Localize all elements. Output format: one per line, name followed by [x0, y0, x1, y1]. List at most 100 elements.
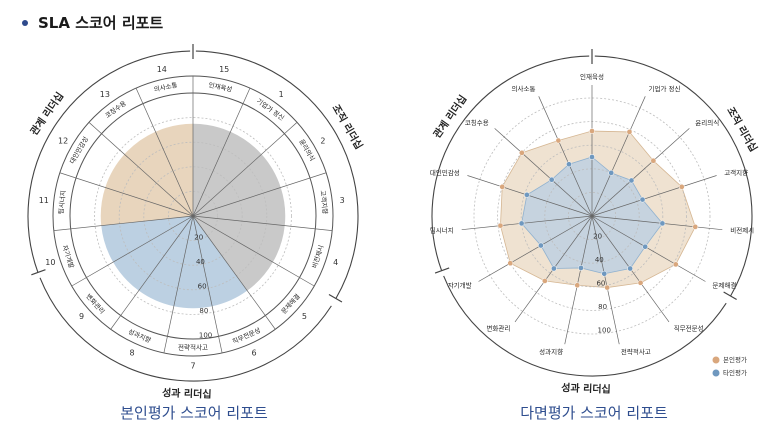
series-point-1	[604, 284, 611, 291]
axis-label: 코칭수용	[104, 99, 128, 120]
axis-label: 기업가 정신	[255, 96, 286, 122]
group-label: 관계 리더십	[27, 90, 66, 138]
group-label: 관계 리더십	[430, 92, 469, 140]
page-header: SLA 스코어 리포트	[22, 12, 163, 33]
axis-label: 대인민감성	[67, 135, 90, 165]
group-divider	[31, 269, 46, 276]
legend-label: 타인평가	[723, 368, 747, 377]
spoke-line	[564, 215, 593, 345]
radial-tick-label: 20	[194, 234, 203, 242]
series-point-2	[608, 170, 615, 176]
spoke-line	[59, 172, 194, 217]
bar-sector-12	[100, 187, 193, 226]
radial-tick-label: 80	[598, 303, 607, 311]
axis-label: 윤리의식	[297, 137, 317, 162]
spoke-line	[591, 128, 690, 217]
group-label: 성과 리더십	[561, 381, 611, 396]
series-point-2	[524, 192, 530, 198]
spoke-line	[192, 215, 315, 287]
axis-label: 팀시너지	[56, 190, 67, 215]
series-point-1	[555, 137, 562, 144]
spoke-line	[135, 87, 194, 217]
series-point-1	[637, 279, 644, 286]
spoke-line	[591, 215, 723, 231]
spoke-line	[494, 128, 593, 217]
series-point-2	[589, 154, 595, 160]
group-divider	[328, 293, 343, 303]
series-point-2	[659, 220, 666, 227]
bar-sector-14	[124, 131, 193, 216]
spoke-line	[192, 87, 251, 217]
axis-label: 문제해결	[279, 292, 302, 316]
radial-tick-label: 80	[199, 307, 208, 315]
spoke-line	[192, 215, 223, 354]
axis-number: 5	[302, 312, 307, 321]
axis-number: 7	[190, 362, 195, 371]
radial-tick-label: 100	[199, 332, 212, 340]
chart-caption-self: 본인평가 스코어 리포트	[120, 404, 268, 422]
axis-number: 1	[279, 90, 284, 99]
axis-label: 전략적사고	[621, 347, 651, 356]
axis-label: 고객지향	[724, 168, 748, 177]
bar-sector-10	[113, 216, 193, 291]
spoke-line	[461, 215, 593, 231]
grid-circle-1	[568, 191, 617, 240]
series-point-2	[566, 161, 572, 168]
grid-circle-2	[143, 166, 243, 266]
axis-label: 인재육성	[208, 80, 233, 94]
series-point-2	[548, 176, 555, 183]
spoke-line	[192, 215, 276, 330]
bar-sector-9	[138, 216, 193, 307]
axis-number: 10	[45, 258, 55, 267]
axis-number: 8	[129, 349, 134, 358]
series-point-2	[578, 265, 584, 271]
axis-label: 변화관리	[486, 323, 510, 332]
series-point-1	[574, 282, 581, 289]
group-arc-relation	[27, 50, 191, 273]
series-point-1	[589, 128, 595, 134]
bar-sector-7	[193, 216, 248, 307]
spoke-line	[110, 215, 194, 330]
legend-swatch-2	[712, 369, 720, 377]
series-point-1	[692, 224, 699, 230]
spoke-line	[71, 215, 194, 287]
legend-swatch-1	[712, 356, 720, 364]
spoke-line	[192, 122, 298, 217]
grid-circle-5	[473, 97, 711, 335]
series-point-1	[507, 260, 514, 267]
bar-sector-2	[193, 131, 262, 216]
axis-number: 6	[251, 349, 256, 358]
axis-label: 성과지향	[539, 347, 563, 356]
radial-tick-label: 40	[196, 258, 205, 266]
bar-sector-6	[193, 216, 273, 291]
spoke-line	[591, 175, 717, 217]
axis-number: 13	[100, 90, 110, 99]
group-arc-relation	[431, 55, 590, 271]
radial-tick-label: 60	[198, 283, 207, 291]
spoke-line	[192, 172, 327, 217]
legend-label: 본인평가	[723, 355, 747, 364]
radial-tick-label: 60	[596, 280, 605, 288]
group-label: 성과 리더십	[162, 386, 212, 401]
axis-label: 자기개발	[448, 281, 472, 290]
series-point-1	[499, 183, 506, 190]
axis-number: 4	[333, 258, 338, 267]
series-point-1	[650, 157, 657, 164]
series-point-2	[642, 243, 648, 250]
series-point-2	[538, 242, 544, 249]
spoke-line	[538, 96, 593, 217]
group-arc-org	[195, 50, 359, 299]
axis-label: 전략적사고	[178, 343, 208, 352]
bar-sector-3	[193, 154, 281, 216]
axis-number: 9	[79, 312, 84, 321]
bar-sector-13	[105, 154, 193, 216]
grid-circle-2	[544, 168, 640, 264]
axis-label: 인재육성	[580, 72, 604, 81]
axis-label: 변화관리	[84, 292, 107, 316]
series-point-1	[626, 129, 633, 135]
radial-tick-label: 40	[595, 256, 604, 264]
axis-label: 문제해결	[712, 281, 736, 290]
axis-number: 12	[58, 137, 68, 146]
axis-label: 코칭수용	[465, 119, 489, 127]
